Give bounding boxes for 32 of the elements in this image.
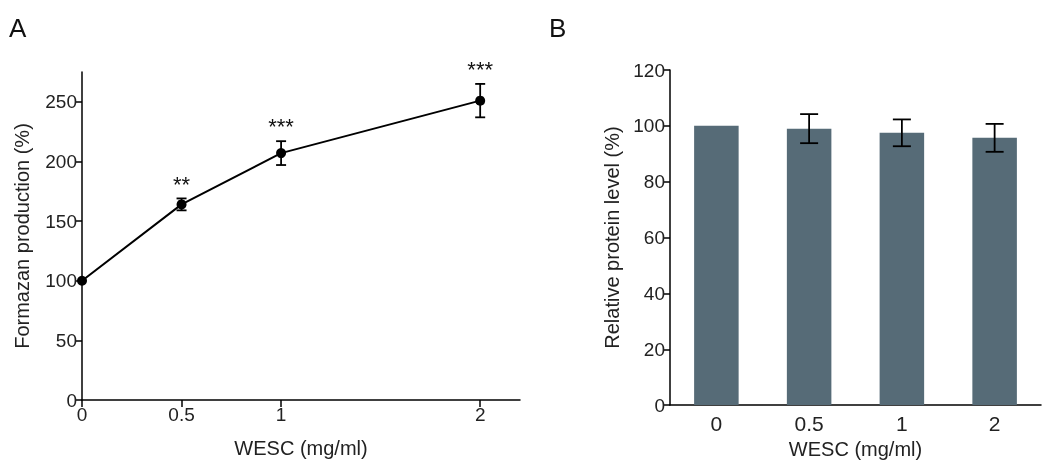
- bar: [694, 125, 739, 406]
- x-axis-title: WESC (mg/ml): [788, 438, 923, 460]
- annotation: ***: [467, 57, 494, 83]
- chart-title: A: [9, 13, 27, 43]
- y-tick-label: 250: [45, 91, 77, 113]
- y-tick-label: 200: [45, 150, 77, 172]
- annotation: ***: [268, 114, 295, 140]
- x-tick-label: 1: [275, 404, 287, 425]
- y-tick-label: 0: [66, 389, 77, 411]
- x-tick-label: 0.5: [794, 412, 824, 436]
- y-axis-title: Formazan production (%): [11, 123, 33, 349]
- y-tick-label: 80: [643, 171, 665, 193]
- x-tick-label: 2: [474, 404, 486, 425]
- y-tick-label: 100: [45, 270, 77, 292]
- bar: [879, 132, 925, 406]
- y-tick-label: 120: [633, 59, 665, 81]
- x-tick-label: 0: [710, 412, 723, 436]
- y-tick-label: 150: [45, 210, 77, 232]
- x-tick-label: 2: [988, 412, 1001, 436]
- x-tick-label: 0.5: [168, 404, 195, 425]
- annotation: **: [172, 171, 191, 197]
- y-tick-label: 60: [643, 227, 665, 249]
- bar: [786, 128, 832, 406]
- y-tick-label: 40: [643, 282, 665, 304]
- y-axis-title: Relative protein level (%): [601, 126, 623, 349]
- x-tick-label: 1: [896, 412, 908, 436]
- x-axis-title: WESC (mg/ml): [234, 437, 368, 459]
- chart-title: B: [549, 13, 567, 43]
- y-tick-label: 100: [633, 115, 665, 137]
- y-tick-label: 20: [643, 338, 665, 360]
- y-tick-label: 50: [55, 329, 77, 351]
- bar: [972, 137, 1017, 406]
